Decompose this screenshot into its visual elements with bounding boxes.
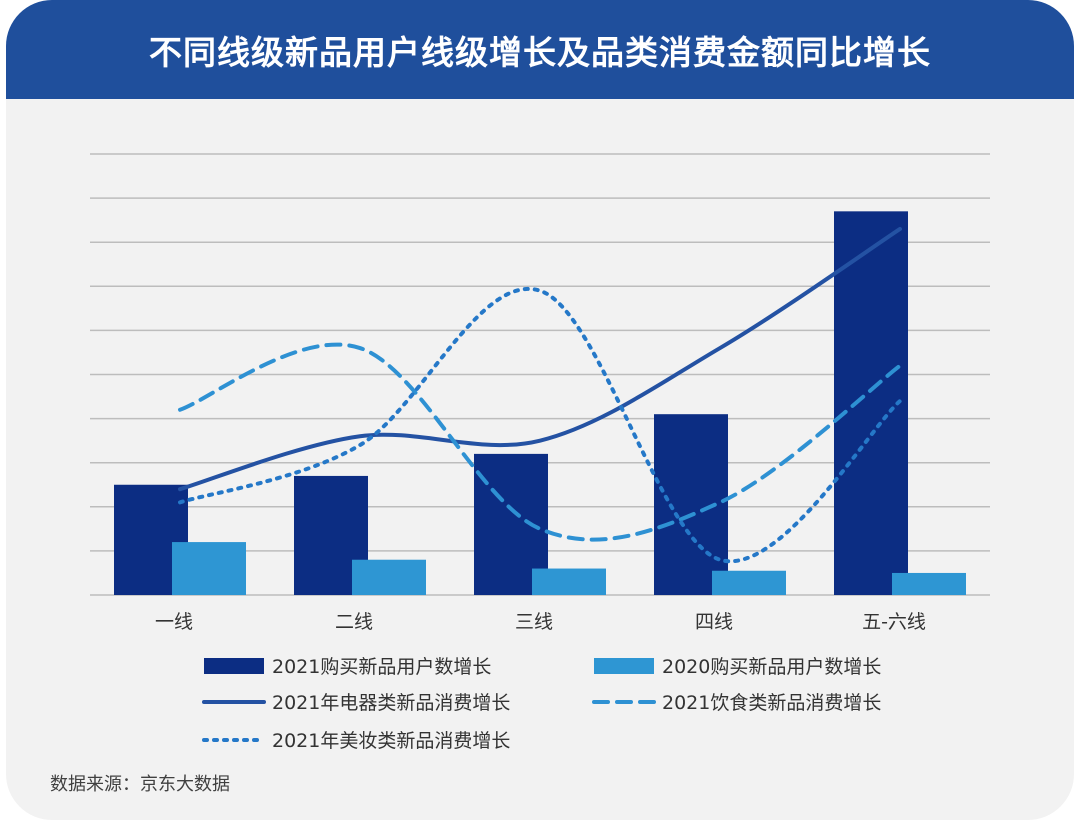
x-tick-label: 三线 (515, 611, 553, 633)
bar-2021-users (834, 211, 908, 595)
bar-2020-users (352, 559, 426, 595)
line-beauty-growth (178, 286, 902, 564)
x-tick-label: 五-六线 (862, 611, 926, 633)
legend-2021-users: 2021购买新品用户数增长 (272, 656, 491, 678)
x-tick-label: 二线 (335, 611, 373, 633)
bar-2020-users (712, 570, 786, 595)
legend-swatch (594, 658, 654, 674)
legend-appliance: 2021年电器类新品消费增长 (272, 692, 510, 714)
page-title: 不同线级新品用户线级增长及品类消费金额同比增长 (149, 32, 931, 72)
line-appliance-growth (178, 226, 902, 492)
header-bar: 不同线级新品用户线级增长及品类消费金额同比增长 (6, 0, 1074, 99)
chart-svg: 一线 二线 三线 四线 五-六线 2021购买新品用户数增长 2020购买新品用户数增长 20… (90, 153, 990, 752)
legend-2020-users: 2020购买新品用户数增长 (662, 656, 881, 678)
x-tick-label: 一线 (155, 611, 193, 633)
bar-2021-users (654, 414, 728, 595)
chart-card: 不同线级新品用户线级增长及品类消费金额同比增长 一线 二线 三线 四线 五-六线 2021… (6, 0, 1074, 820)
source-note: 数据来源：京东大数据 (50, 774, 230, 795)
bar-2020-users (172, 542, 246, 595)
bar-2020-users (532, 568, 606, 595)
bar-2020-users (892, 572, 966, 595)
legend-food: 2021饮食类新品消费增长 (662, 692, 881, 714)
x-tick-label: 四线 (695, 611, 733, 633)
line-food-growth (178, 342, 902, 542)
legend-beauty: 2021年美妆类新品消费增长 (272, 730, 510, 752)
legend-swatch (204, 658, 264, 674)
